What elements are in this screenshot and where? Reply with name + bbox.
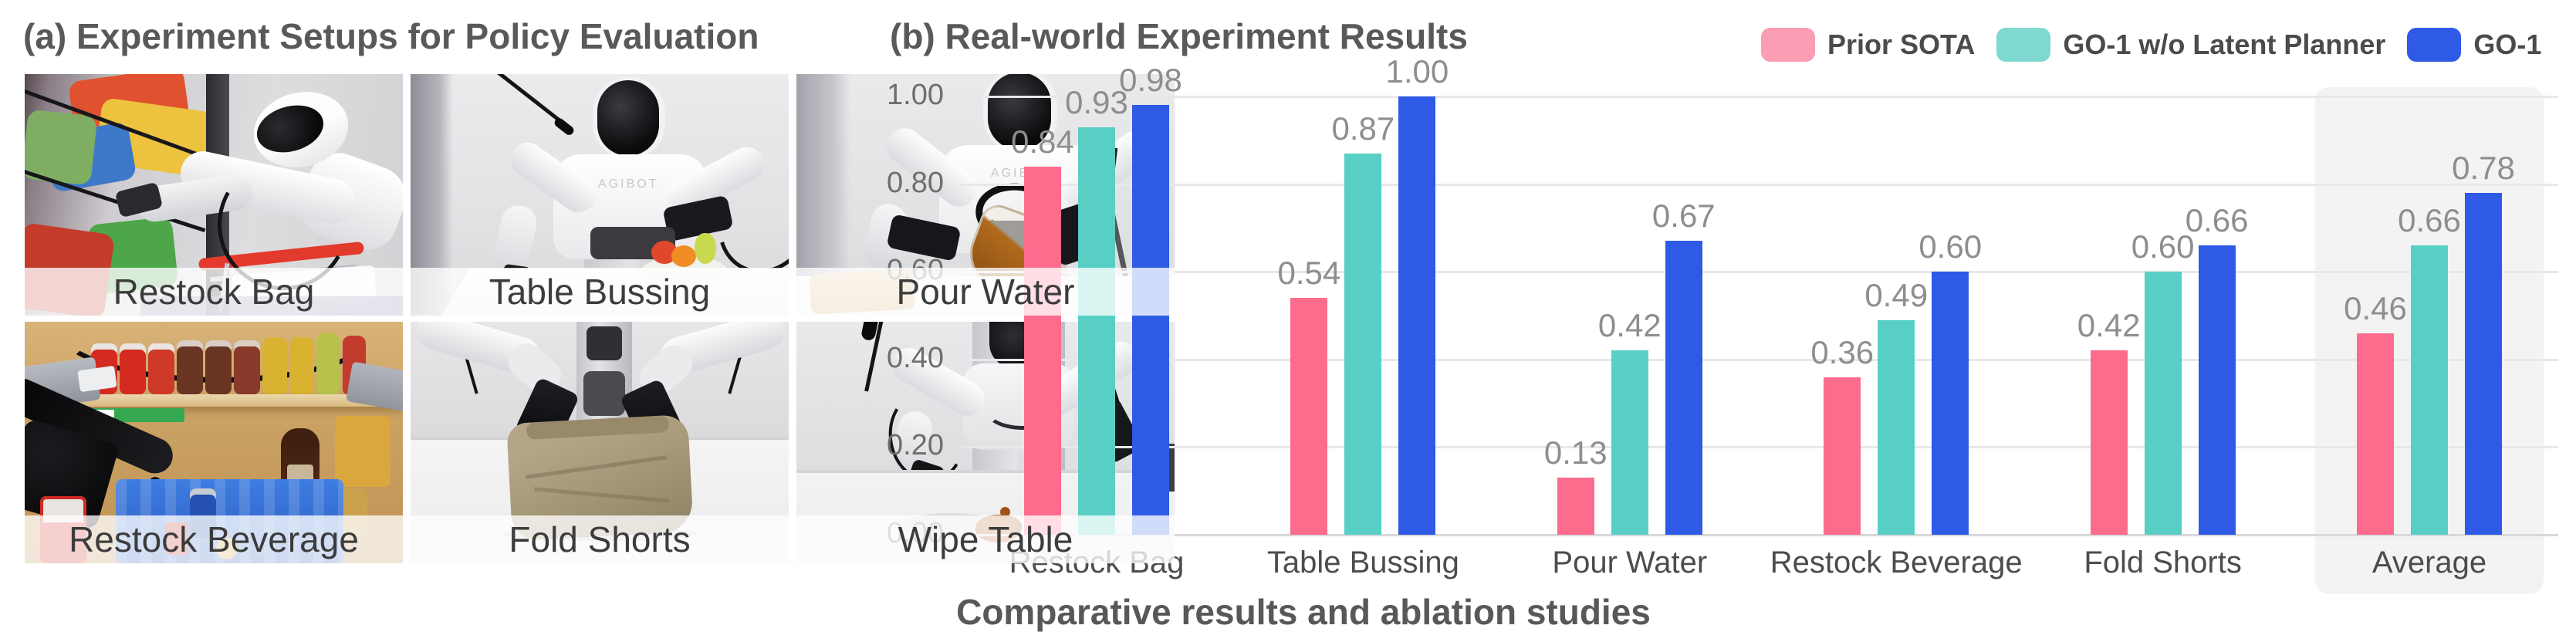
bar — [2198, 245, 2236, 535]
bar — [1878, 319, 1915, 535]
bar — [1398, 96, 1436, 535]
bar — [2090, 350, 2128, 535]
bottle-yellow-1 — [262, 337, 287, 394]
legend-label: Prior SOTA — [1827, 29, 1976, 60]
bar — [1024, 166, 1061, 535]
bar — [1824, 377, 1861, 535]
legend-swatch-prior-sota — [1761, 28, 1815, 62]
gridline — [959, 271, 2558, 274]
robot-head — [988, 74, 1051, 150]
bar-value-label: 0.42 — [1597, 307, 1662, 344]
gridline — [959, 534, 2558, 536]
bar — [2465, 192, 2502, 535]
photo-label: Pour Water — [796, 268, 1175, 316]
can-darkred — [234, 340, 260, 394]
bar-value-label: 0.42 — [2077, 307, 2141, 344]
bar-chart: 0.000.200.400.600.801.00Restock BagTable… — [887, 53, 2558, 594]
bar-value-label: 0.49 — [1864, 276, 1929, 313]
photo-label: Restock Bag — [25, 268, 403, 316]
x-tick-label: Fold Shorts — [2084, 546, 2242, 579]
photo-label: Wipe Table — [796, 515, 1175, 563]
photo-fold-shorts: Fold Shorts — [411, 322, 789, 563]
can-red-3 — [148, 343, 174, 394]
bar-value-label: 0.87 — [1331, 110, 1395, 147]
spill-droplet — [1000, 507, 1010, 517]
bar — [2144, 272, 2182, 535]
y-tick-label: 0.80 — [887, 166, 944, 199]
bar — [1611, 350, 1648, 535]
can-red-2 — [120, 343, 146, 394]
gridline — [959, 183, 2558, 186]
panel-b-title: (b) Real-world Experiment Results — [890, 16, 1468, 56]
legend-swatch-go1 — [2407, 28, 2462, 62]
legend-item-prior-sota: Prior SOTA — [1761, 28, 1975, 62]
bottle-green — [316, 333, 340, 394]
photo-table-bussing: AGIBOT Table Bussing — [411, 74, 789, 316]
chart-legend: Prior SOTA GO-1 w/o Latent Planner GO-1 — [1761, 28, 2541, 62]
chest-curve — [985, 390, 1060, 430]
x-tick-label: Pour Water — [1552, 546, 1708, 579]
legend-item-go1-wo-latent-planner: GO-1 w/o Latent Planner — [1996, 28, 2385, 62]
shelf-board — [25, 394, 403, 407]
bar-value-label: 0.13 — [1543, 434, 1607, 471]
bar — [1078, 127, 1115, 535]
bar — [1344, 153, 1382, 535]
legend-swatch-go1-wo-latent-planner — [1996, 28, 2051, 62]
figure-caption: Comparative results and ablation studies — [956, 592, 1651, 632]
photo-label: Table Bussing — [411, 268, 789, 316]
mic-tip — [553, 116, 576, 137]
photo-label: Restock Beverage — [25, 515, 403, 563]
y-tick-label: 0.40 — [887, 341, 944, 374]
x-tick-label: Restock Beverage — [1770, 546, 2023, 579]
fruit-orange — [671, 245, 696, 267]
pillar-joint-upper — [587, 326, 622, 360]
bar — [1932, 272, 1969, 535]
photo-wipe-table: Wipe Table — [796, 322, 1175, 563]
y-tick-label: 0.20 — [887, 429, 944, 462]
table-edge — [796, 470, 1175, 473]
bar — [2357, 333, 2394, 535]
pillar-joint-lower — [583, 371, 625, 416]
bar — [2411, 245, 2448, 535]
bar-value-label: 0.36 — [1810, 333, 1875, 370]
bottle-yellow-2 — [289, 337, 314, 394]
bar — [1132, 105, 1169, 535]
bar — [1557, 478, 1594, 535]
bar-value-label: 0.60 — [1918, 228, 1983, 265]
bar — [1290, 298, 1328, 535]
photo-label: Fold Shorts — [411, 515, 789, 563]
photo-restock-bag: Restock Bag — [25, 74, 403, 316]
bar-value-label: 0.66 — [2185, 202, 2249, 239]
bar-value-label: 0.78 — [2452, 149, 2515, 186]
bar-value-label: 0.46 — [2344, 289, 2407, 326]
bar-value-label: 1.00 — [1385, 53, 1449, 90]
bar-value-label: 0.67 — [1651, 198, 1716, 235]
bar — [1665, 241, 1702, 535]
bar-value-label: 0.98 — [1119, 62, 1182, 99]
legend-item-go1: GO-1 — [2407, 28, 2541, 62]
gridline — [959, 96, 2558, 98]
fruit-pear — [695, 233, 716, 264]
yellow-pack — [335, 416, 390, 487]
can-brown-1 — [177, 340, 203, 394]
bar-value-label: 0.54 — [1277, 255, 1341, 292]
gridline — [959, 358, 2558, 361]
panel-a-title: (a) Experiment Setups for Policy Evaluat… — [23, 16, 759, 56]
bar-value-label: 0.93 — [1065, 83, 1128, 120]
can-brown-2 — [205, 340, 232, 394]
y-tick-label: 1.00 — [887, 78, 944, 111]
bar-value-label: 0.66 — [2398, 202, 2461, 239]
robot-head — [597, 80, 659, 156]
x-tick-label: Table Bussing — [1266, 546, 1459, 579]
gridline — [959, 446, 2558, 449]
legend-label: GO-1 w/o Latent Planner — [2063, 29, 2386, 60]
legend-label: GO-1 — [2473, 29, 2542, 60]
photo-restock-beverage: Restock Beverage — [25, 322, 403, 563]
bar-value-label: 0.60 — [2131, 228, 2195, 265]
x-tick-label: Average — [2371, 546, 2487, 579]
robot-brand-logo: AGIBOT — [598, 177, 659, 191]
bar-value-label: 0.84 — [1011, 123, 1074, 160]
